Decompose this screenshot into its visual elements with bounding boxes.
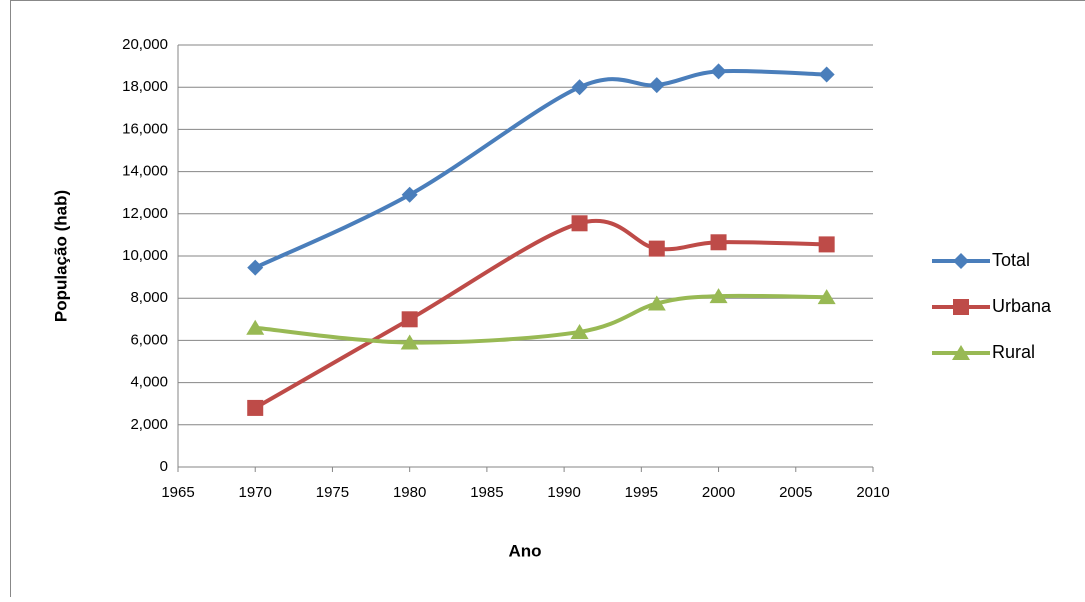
marker (711, 234, 727, 250)
x-tick-label: 2010 (856, 484, 889, 501)
x-tick-label: 2005 (779, 484, 812, 501)
x-tick-label: 1990 (547, 484, 580, 501)
y-tick-label: 8,000 (130, 289, 168, 306)
legend-label: Total (992, 250, 1030, 270)
y-tick-label: 20,000 (122, 36, 168, 53)
marker (247, 400, 263, 416)
legend-label: Rural (992, 342, 1035, 362)
x-tick-label: 2000 (702, 484, 735, 501)
y-tick-label: 10,000 (122, 247, 168, 264)
y-tick-label: 6,000 (130, 331, 168, 348)
chart-border (11, 1, 1085, 598)
legend-label: Urbana (992, 296, 1052, 316)
x-tick-label: 1975 (316, 484, 349, 501)
y-tick-label: 18,000 (122, 78, 168, 95)
x-tick-label: 1985 (470, 484, 503, 501)
y-tick-label: 12,000 (122, 205, 168, 222)
y-axis-label: População (hab) (51, 190, 70, 322)
x-axis-label: Ano (508, 541, 541, 560)
marker (572, 215, 588, 231)
y-tick-label: 2,000 (130, 416, 168, 433)
y-tick-label: 4,000 (130, 374, 168, 391)
x-tick-label: 1970 (239, 484, 272, 501)
x-tick-label: 1995 (625, 484, 658, 501)
y-tick-label: 0 (160, 458, 168, 475)
marker (819, 236, 835, 252)
y-tick-label: 14,000 (122, 163, 168, 180)
x-tick-label: 1965 (161, 484, 194, 501)
y-tick-label: 16,000 (122, 120, 168, 137)
marker (649, 241, 665, 257)
legend-marker (953, 299, 969, 315)
x-tick-label: 1980 (393, 484, 426, 501)
marker (402, 311, 418, 327)
